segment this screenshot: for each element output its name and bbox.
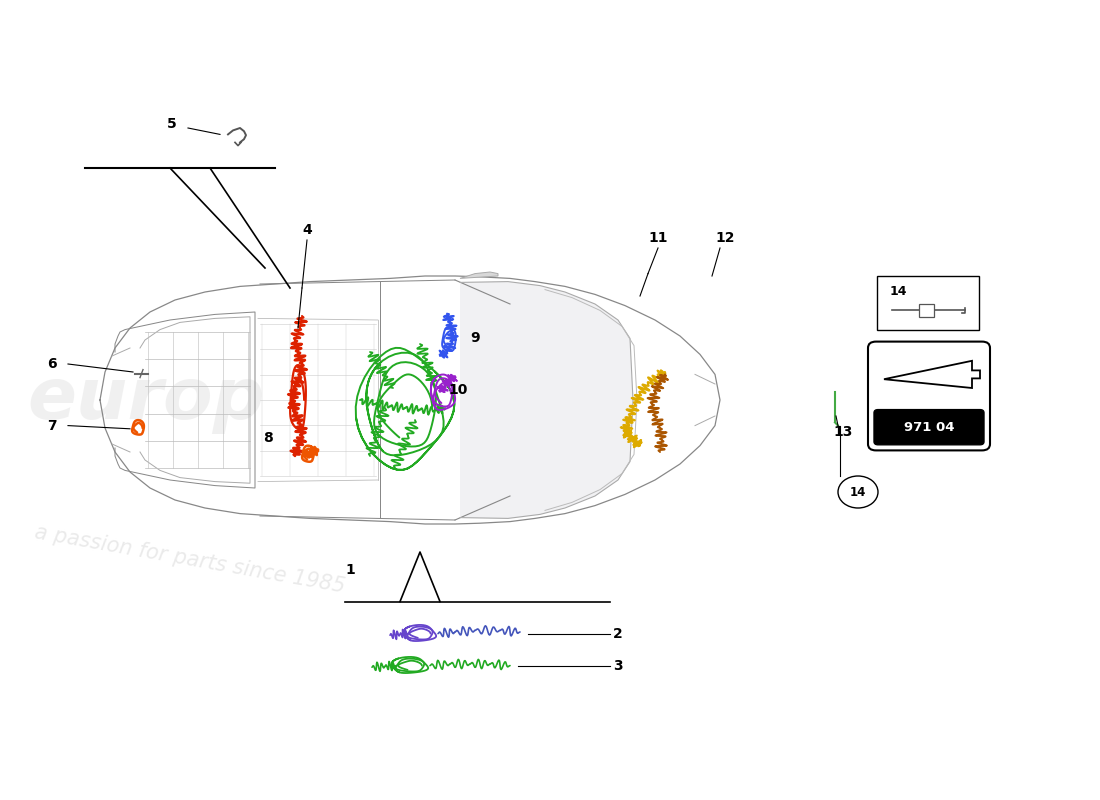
- Text: 3: 3: [613, 658, 623, 673]
- Text: 12: 12: [715, 231, 735, 246]
- Text: europ: europ: [28, 366, 265, 434]
- Text: 14: 14: [890, 285, 908, 298]
- Text: 2: 2: [613, 626, 623, 641]
- Text: 14: 14: [850, 486, 866, 498]
- Polygon shape: [460, 282, 632, 518]
- Text: 6: 6: [47, 357, 57, 371]
- FancyBboxPatch shape: [918, 304, 934, 317]
- Text: 1: 1: [345, 562, 355, 577]
- Text: 11: 11: [648, 231, 668, 246]
- Text: 8: 8: [263, 431, 273, 446]
- Text: 4: 4: [302, 223, 312, 238]
- Text: 5: 5: [167, 117, 177, 131]
- Text: 7: 7: [47, 418, 57, 433]
- Text: 971 04: 971 04: [904, 421, 955, 434]
- Polygon shape: [884, 361, 980, 388]
- FancyBboxPatch shape: [868, 342, 990, 450]
- FancyBboxPatch shape: [877, 276, 979, 330]
- Text: a passion for parts since 1985: a passion for parts since 1985: [33, 523, 347, 597]
- Text: 13: 13: [834, 425, 852, 439]
- Text: 10: 10: [449, 383, 468, 398]
- Text: 9: 9: [470, 330, 480, 345]
- FancyBboxPatch shape: [874, 410, 984, 445]
- Polygon shape: [460, 272, 498, 278]
